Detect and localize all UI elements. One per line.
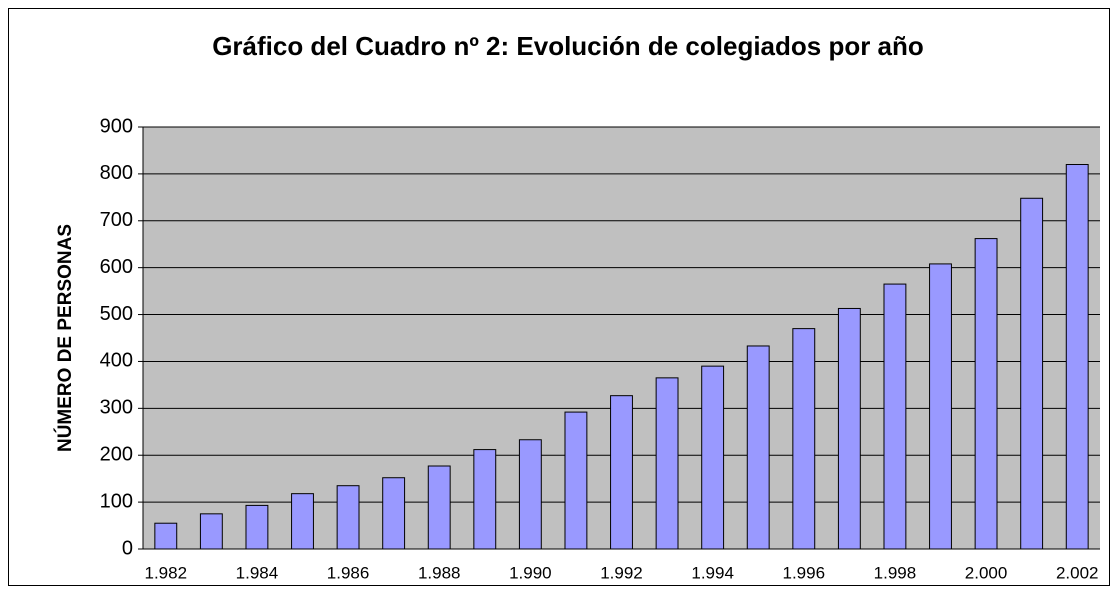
bar xyxy=(655,377,679,550)
bar xyxy=(701,365,725,550)
x-tick-label: 1.992 xyxy=(600,563,643,582)
x-tick-label: 1.984 xyxy=(236,563,279,582)
y-tick-label: 800 xyxy=(100,162,133,184)
bar xyxy=(929,263,952,550)
x-tick-label: 2.000 xyxy=(965,563,1008,582)
y-tick-label: 0 xyxy=(122,537,133,559)
bar xyxy=(792,328,816,550)
bar xyxy=(245,504,269,550)
x-tick-label: 1.988 xyxy=(418,563,461,582)
x-tick-label: 1.986 xyxy=(327,563,370,582)
bar xyxy=(837,307,861,550)
bar xyxy=(1065,164,1089,550)
bar xyxy=(382,477,406,550)
y-tick-label: 400 xyxy=(100,350,133,372)
bar xyxy=(199,513,223,550)
bar xyxy=(336,485,360,550)
bar xyxy=(746,345,770,550)
bar xyxy=(564,411,588,550)
bar xyxy=(473,449,497,550)
chart-title: Gráfico del Cuadro nº 2: Evolución de co… xyxy=(212,31,924,61)
bar xyxy=(610,395,633,550)
x-tick-label: 1.990 xyxy=(509,563,552,582)
y-tick-label: 900 xyxy=(100,115,133,137)
x-tick-label: 1.994 xyxy=(691,563,734,582)
y-tick-label: 100 xyxy=(100,490,133,512)
y-tick-label: 300 xyxy=(100,397,133,419)
bar xyxy=(291,493,314,550)
bar xyxy=(1020,197,1044,550)
y-tick-label: 500 xyxy=(100,303,133,325)
y-tick-label: 600 xyxy=(100,256,133,278)
x-tick-label: 1.996 xyxy=(783,563,826,582)
bar xyxy=(974,238,998,550)
y-tick-label: 200 xyxy=(100,444,133,466)
bar xyxy=(427,465,451,550)
x-tick-label: 1.982 xyxy=(145,563,188,582)
bar xyxy=(883,283,907,550)
y-tick-label: 700 xyxy=(100,209,133,231)
x-tick-label: 2.002 xyxy=(1056,563,1099,582)
bar xyxy=(518,439,542,550)
bar xyxy=(154,522,178,550)
y-axis-label: NÚMERO DE PERSONAS xyxy=(54,224,76,452)
x-tick-label: 1.998 xyxy=(874,563,917,582)
